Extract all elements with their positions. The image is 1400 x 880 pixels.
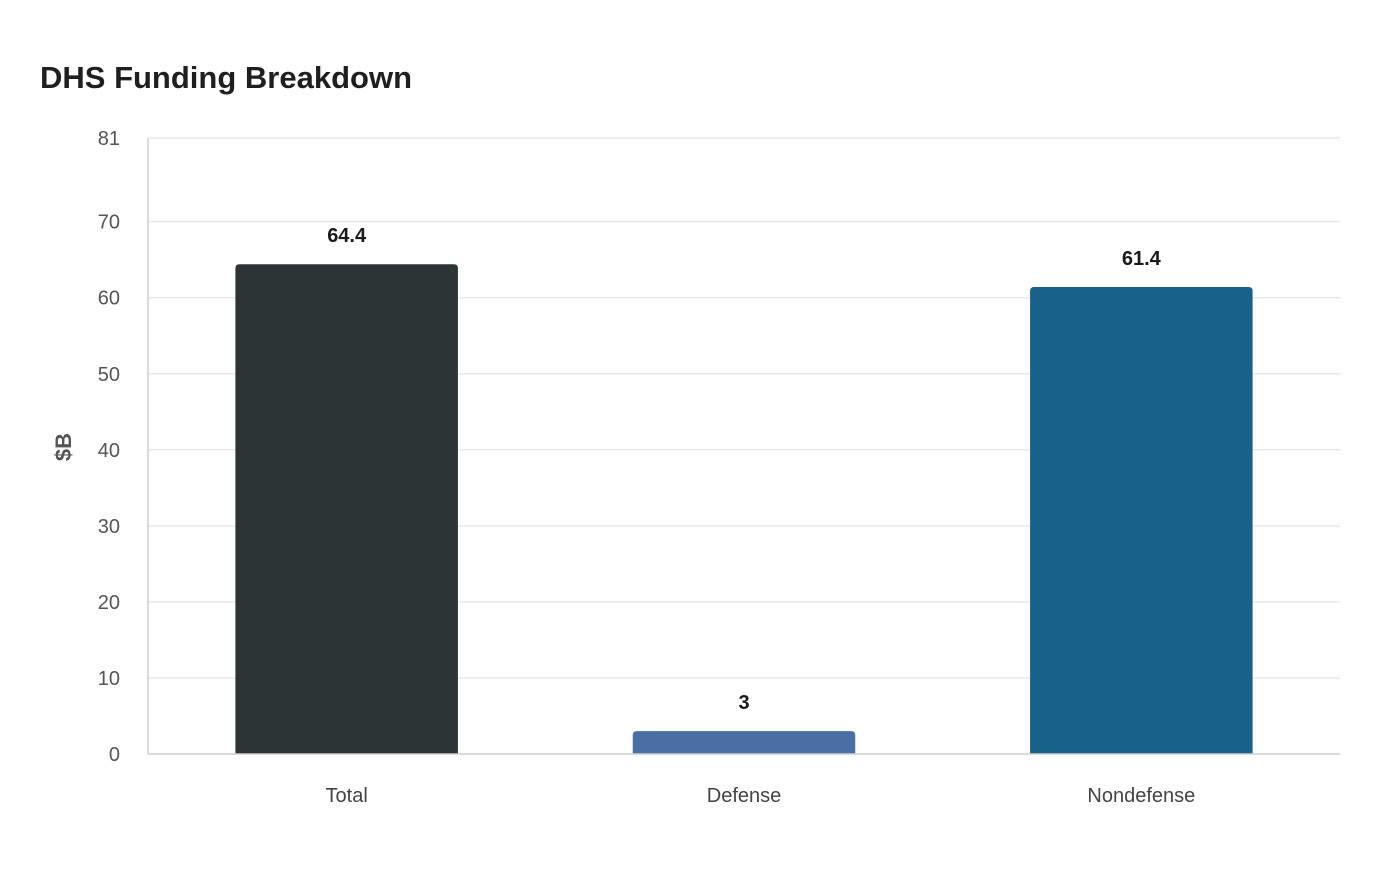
- y-tick-label: 40: [98, 440, 120, 462]
- y-tick-label: 10: [98, 668, 120, 690]
- data-label-nondefense: 61.4: [1122, 248, 1162, 270]
- x-category-label: Nondefense: [1087, 785, 1195, 807]
- bar-total: [235, 264, 458, 754]
- chart-title: DHS Funding Breakdown: [40, 60, 412, 95]
- y-tick-label: 70: [98, 212, 120, 234]
- x-category-label: Defense: [707, 785, 782, 807]
- y-tick-label: 60: [98, 288, 120, 310]
- x-category-label: Total: [326, 785, 368, 807]
- data-label-defense: 3: [738, 692, 749, 714]
- y-tick-label: 0: [109, 744, 120, 766]
- y-tick-label: 81: [98, 128, 120, 150]
- y-tick-label: 20: [98, 592, 120, 614]
- bar-nondefense: [1030, 287, 1253, 754]
- bar-defense: [632, 731, 856, 754]
- data-label-total: 64.4: [327, 225, 367, 247]
- data-labels: 64.4 3 61.4: [327, 225, 1161, 714]
- bars: [235, 264, 1253, 754]
- y-tick-label: 50: [98, 364, 120, 386]
- y-axis-title: $B: [51, 433, 76, 461]
- y-axis-ticks: 0 10 20 30 40 50 60 70 81: [98, 128, 120, 766]
- x-axis-categories: Total Defense Nondefense: [326, 785, 1196, 807]
- y-tick-label: 30: [98, 516, 120, 538]
